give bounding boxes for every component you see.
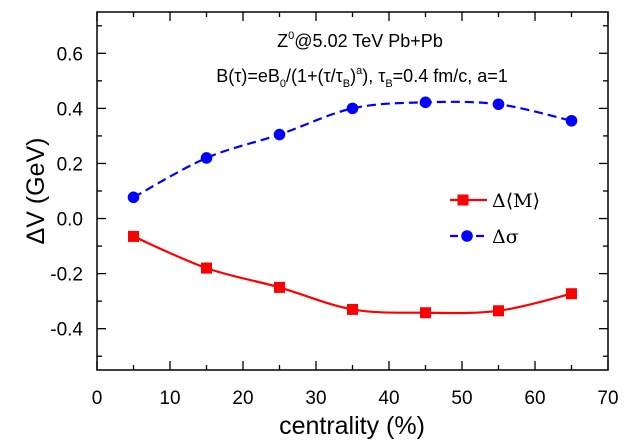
x-tick-label: 20 (232, 388, 253, 409)
data-point-circle (127, 191, 140, 204)
axis-ticks: 0 10 20 30 40 50 60 70 -0.4 -0.2 0.0 0.2 0.4 0.6 (50, 12, 619, 409)
y-tick-label: 0.0 (57, 210, 83, 231)
series-layer (127, 96, 578, 319)
legend-marker-circle (461, 230, 473, 242)
x-tick-label: 60 (524, 388, 545, 409)
data-point-square (128, 230, 139, 242)
x-tick-label: 0 (92, 388, 103, 409)
x-tick-label: 70 (597, 388, 618, 409)
y-tick-label: 0.6 (57, 44, 83, 65)
x-tick-label: 40 (378, 388, 399, 409)
x-tick-label: 50 (451, 388, 472, 409)
data-point-square (493, 305, 504, 317)
x-axis-title: centrality (%) (279, 412, 425, 440)
series-line (132, 100, 572, 199)
legend-marker-square (457, 194, 469, 206)
data-point-circle (200, 152, 213, 164)
data-point-square (420, 307, 431, 319)
x-tick-label: 30 (305, 388, 326, 409)
legend-label: Δ⟨M⟩ (492, 190, 540, 212)
x-tick-label: 10 (159, 388, 180, 409)
y-tick-label: -0.4 (50, 320, 83, 341)
data-point-square (566, 288, 577, 300)
annotation-line-1: Z0@5.02 TeV Pb+Pb (277, 30, 443, 51)
data-point-circle (492, 98, 505, 111)
y-tick-label: 0.2 (57, 154, 83, 175)
data-point-square (347, 303, 358, 315)
data-point-circle (565, 114, 578, 127)
data-point-square (274, 281, 285, 293)
data-point-square (201, 262, 212, 274)
data-point-circle (419, 96, 432, 109)
annotation-line-2: B(τ)=eB0/(1+(τ/τB)a), τB=0.4 fm/c, a=1 (216, 65, 508, 90)
data-point-circle (346, 102, 359, 115)
y-tick-label: -0.2 (50, 265, 83, 286)
y-tick-label: 0.4 (57, 99, 84, 120)
data-point-circle (273, 128, 286, 141)
legend: Δ⟨M⟩ Δσ (450, 190, 540, 248)
legend-label: Δσ (492, 226, 519, 248)
y-axis-title: ΔV (GeV) (22, 138, 50, 245)
